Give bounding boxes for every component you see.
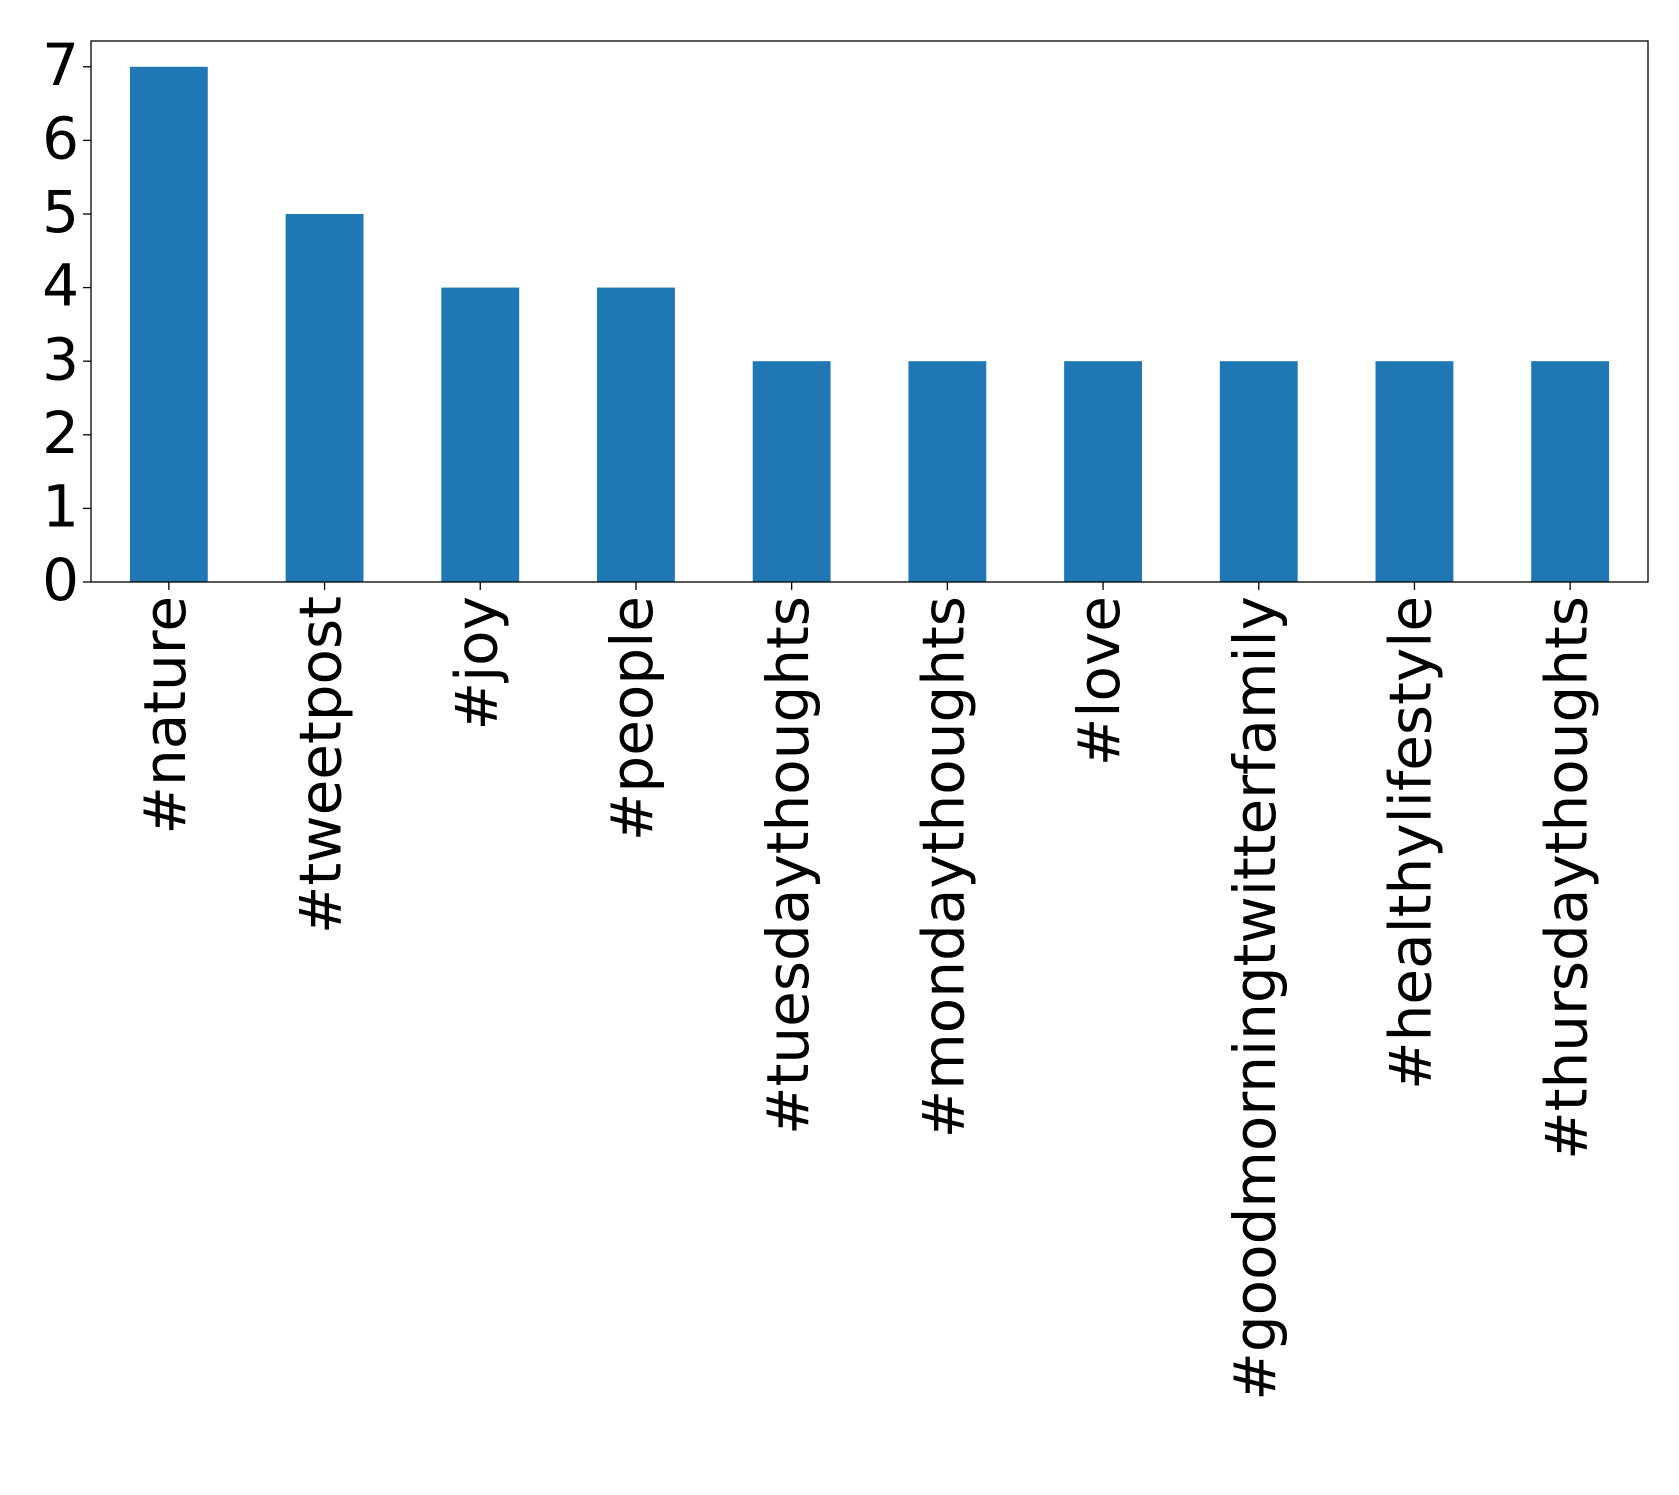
x-tick-label: #nature bbox=[131, 596, 199, 835]
bar bbox=[1064, 361, 1142, 582]
bar bbox=[1531, 361, 1610, 582]
y-tick-label: 0 bbox=[42, 546, 79, 614]
x-tick-label: #people bbox=[598, 596, 666, 841]
y-tick-label: 4 bbox=[42, 252, 79, 320]
x-tick-label: #love bbox=[1065, 596, 1133, 766]
y-tick-label: 2 bbox=[42, 399, 79, 467]
y-tick-label: 1 bbox=[42, 473, 79, 541]
x-tick-label: #goodmorningtwitterfamily bbox=[1221, 596, 1289, 1401]
x-tick-label: #tweetpost bbox=[287, 596, 355, 934]
bar bbox=[129, 66, 208, 582]
x-tick-label: #tuesdaythoughts bbox=[754, 596, 822, 1135]
y-tick-label: 5 bbox=[42, 178, 79, 246]
y-tick-label: 6 bbox=[42, 104, 79, 172]
axes-frame bbox=[90, 40, 1649, 583]
bar bbox=[752, 361, 831, 582]
bar bbox=[285, 213, 364, 583]
x-tick-label: #thursdaythoughts bbox=[1532, 596, 1600, 1160]
bar bbox=[597, 287, 675, 582]
y-tick-label: 7 bbox=[42, 31, 79, 99]
bar bbox=[1219, 361, 1298, 582]
bar bbox=[908, 361, 987, 582]
bar bbox=[441, 287, 520, 582]
x-tick-label: #mondaythoughts bbox=[909, 596, 977, 1138]
bar bbox=[1375, 361, 1454, 582]
x-tick-label: #healthylifestyle bbox=[1377, 596, 1445, 1090]
y-tick-label: 3 bbox=[42, 325, 79, 393]
x-tick-label: #joy bbox=[442, 596, 510, 731]
